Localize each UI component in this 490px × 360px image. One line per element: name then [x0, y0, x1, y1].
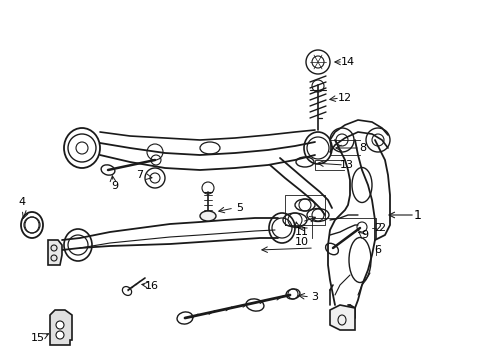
Text: 2: 2 — [374, 223, 382, 233]
Text: 12: 12 — [338, 93, 352, 103]
Circle shape — [56, 331, 64, 339]
Text: 9: 9 — [111, 181, 119, 191]
Text: 15: 15 — [31, 333, 45, 343]
Polygon shape — [48, 240, 62, 265]
Text: 2: 2 — [378, 223, 386, 233]
Text: 6: 6 — [374, 245, 382, 255]
Text: 10: 10 — [295, 237, 309, 247]
Text: 4: 4 — [19, 197, 25, 207]
Polygon shape — [50, 310, 72, 345]
Circle shape — [56, 321, 64, 329]
Text: 3: 3 — [312, 292, 318, 302]
Text: 9: 9 — [362, 230, 368, 240]
Text: 8: 8 — [360, 143, 367, 153]
Ellipse shape — [200, 211, 216, 221]
Text: 11: 11 — [295, 227, 309, 237]
Polygon shape — [330, 305, 355, 330]
Text: 14: 14 — [341, 57, 355, 67]
Text: 16: 16 — [145, 281, 159, 291]
Text: 1: 1 — [414, 208, 422, 221]
Text: 13: 13 — [340, 160, 354, 170]
Text: 7: 7 — [136, 170, 144, 180]
Text: 5: 5 — [237, 203, 244, 213]
